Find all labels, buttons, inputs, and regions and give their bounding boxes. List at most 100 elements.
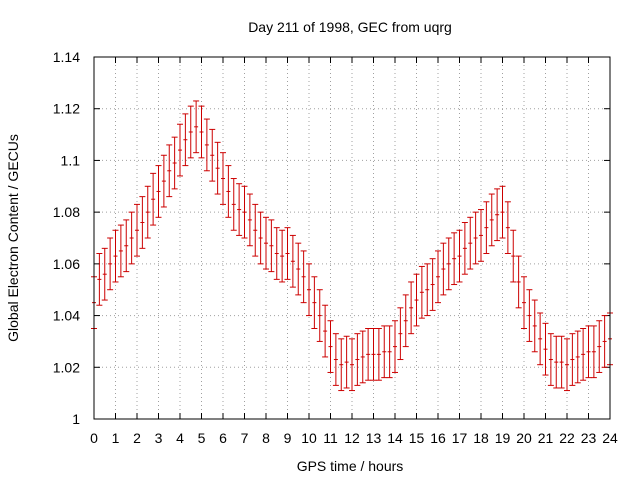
data-point [596, 320, 603, 373]
data-point [349, 338, 355, 392]
data-point [230, 178, 237, 231]
data-point [128, 211, 135, 265]
data-point [193, 100, 200, 154]
data-point [182, 113, 189, 167]
x-tick-label: 20 [516, 430, 532, 446]
data-point [564, 338, 570, 392]
x-tick-label: 24 [602, 430, 618, 446]
data-points [91, 100, 613, 392]
data-point [123, 219, 130, 273]
y-tick-label: 1.08 [53, 204, 80, 220]
data-point [268, 219, 275, 273]
data-point [171, 136, 178, 190]
data-point [101, 247, 108, 301]
data-point [155, 165, 162, 218]
data-point [112, 229, 119, 283]
data-point [472, 211, 479, 265]
data-point [537, 312, 544, 366]
data-point [220, 152, 226, 205]
data-point [504, 201, 511, 255]
data-point [134, 203, 140, 257]
x-tick-label: 4 [176, 430, 184, 446]
data-point [209, 128, 216, 182]
data-point [569, 333, 576, 386]
data-point [515, 255, 522, 309]
data-point [424, 263, 431, 317]
data-point [236, 183, 243, 236]
data-point [295, 242, 302, 296]
data-point [96, 253, 103, 306]
data-point [214, 141, 221, 195]
data-point [284, 227, 291, 280]
data-point [166, 144, 173, 198]
plot-frame [93, 56, 611, 420]
data-point [273, 227, 280, 280]
x-tick-label: 21 [538, 430, 554, 446]
data-point [246, 193, 253, 247]
data-point [585, 325, 592, 379]
data-point [225, 165, 232, 218]
x-tick-label: 17 [452, 430, 468, 446]
x-tick-label: 18 [473, 430, 489, 446]
data-point [187, 105, 194, 159]
data-point [198, 105, 205, 159]
x-tick-label: 2 [133, 430, 141, 446]
data-point [359, 330, 366, 384]
data-point [445, 237, 452, 291]
data-point [483, 201, 490, 255]
data-point [499, 185, 506, 239]
data-point [322, 304, 329, 358]
data-point [306, 263, 312, 317]
data-point [488, 193, 495, 247]
data-point [392, 320, 398, 373]
axis-ticks: 0 1 2 3 4 5 6 7 8 9 10 11 12 13 14 15 16 17 18 19 20 21 22 23 24… [53, 49, 618, 446]
data-point [478, 209, 484, 262]
y-tick-label: 1.04 [53, 308, 80, 324]
x-tick-label: 6 [219, 430, 227, 446]
x-tick-label: 0 [90, 430, 98, 446]
y-tick-label: 1.14 [53, 49, 80, 65]
data-point [311, 276, 318, 329]
data-point [327, 320, 334, 373]
y-tick-label: 1.06 [53, 256, 80, 272]
data-point [370, 328, 377, 381]
data-point [252, 203, 259, 257]
x-tick-label: 22 [559, 430, 575, 446]
data-point [365, 328, 372, 381]
data-point [316, 289, 323, 342]
y-tick-label: 1.02 [53, 359, 80, 375]
x-tick-label: 23 [581, 430, 597, 446]
x-axis-label: GPS time / hours [297, 458, 404, 474]
data-point [241, 185, 248, 239]
x-tick-label: 14 [387, 430, 403, 446]
data-point [263, 216, 269, 270]
x-tick-label: 10 [301, 430, 317, 446]
data-point [381, 325, 388, 379]
data-point [494, 188, 501, 242]
data-point [456, 229, 463, 283]
data-point [526, 289, 533, 342]
data-point [203, 118, 210, 172]
x-tick-label: 5 [198, 430, 206, 446]
x-tick-label: 1 [112, 430, 120, 446]
data-point [144, 185, 151, 239]
data-point [418, 265, 425, 319]
data-point [139, 196, 146, 249]
data-point [397, 307, 404, 361]
data-point [402, 294, 409, 348]
data-point [408, 281, 415, 335]
x-tick-label: 16 [430, 430, 446, 446]
data-point [580, 328, 587, 381]
data-point [343, 335, 350, 389]
data-point [375, 328, 382, 381]
data-point [574, 330, 581, 384]
data-point [467, 216, 474, 270]
data-point [590, 325, 597, 379]
y-axis-label: Global Electron Content / GECUs [5, 134, 21, 342]
data-point [601, 315, 608, 368]
data-point [386, 325, 393, 379]
data-point [413, 273, 420, 327]
data-point [542, 322, 549, 376]
data-point [531, 299, 538, 353]
